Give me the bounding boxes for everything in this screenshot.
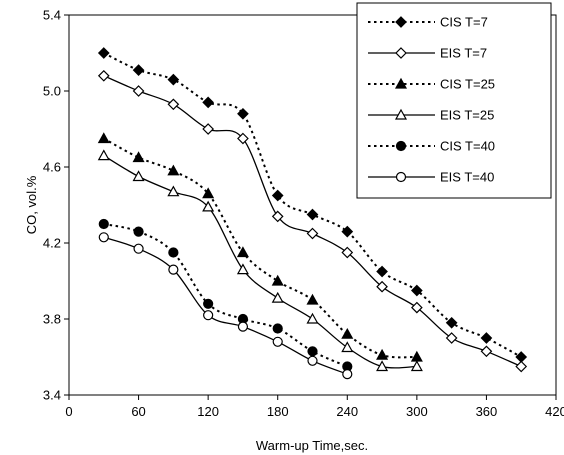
data-point-5 xyxy=(272,336,283,347)
data-point-4 xyxy=(133,226,144,237)
legend-label: EIS T=40 xyxy=(440,170,494,185)
legend-swatch-marker xyxy=(394,108,408,120)
data-point-3 xyxy=(410,360,423,372)
data-point-0 xyxy=(411,284,423,297)
legend-label: EIS T=25 xyxy=(440,108,494,123)
data-point-0 xyxy=(515,351,528,363)
data-point-1 xyxy=(271,210,284,223)
data-point-1 xyxy=(167,98,180,111)
data-point-2 xyxy=(376,348,389,360)
legend-swatch-marker xyxy=(395,47,407,59)
data-point-0 xyxy=(167,73,180,86)
data-point-2 xyxy=(167,164,180,176)
data-point-0 xyxy=(445,316,458,329)
data-point-5 xyxy=(307,355,318,366)
legend-label: CIS T=25 xyxy=(440,77,495,92)
data-point-0 xyxy=(480,332,493,344)
data-point-0 xyxy=(271,189,284,202)
data-point-0 xyxy=(202,96,214,109)
data-point-3 xyxy=(376,360,389,372)
x-tick-label: 0 xyxy=(65,404,72,419)
plot-area-frame xyxy=(68,14,557,396)
data-point-2 xyxy=(341,327,354,339)
data-point-2 xyxy=(97,132,110,144)
x-tick-label: 240 xyxy=(336,404,358,419)
data-point-5 xyxy=(98,232,109,243)
y-tick-label: 5.0 xyxy=(43,84,61,99)
y-tick-label: 3.8 xyxy=(43,312,61,327)
data-point-4 xyxy=(98,218,109,230)
data-point-5 xyxy=(168,264,179,275)
data-point-1 xyxy=(97,69,110,82)
legend-frame xyxy=(356,2,552,199)
data-point-2 xyxy=(132,151,145,163)
x-axis-title: Warm-up Time,sec. xyxy=(256,438,368,453)
data-point-1 xyxy=(237,132,249,145)
data-point-4 xyxy=(272,323,283,334)
data-point-0 xyxy=(376,265,388,278)
y-tick-label: 3.4 xyxy=(43,388,61,403)
data-point-5 xyxy=(237,321,249,332)
legend-label: CIS T=7 xyxy=(440,15,488,30)
data-point-1 xyxy=(341,246,354,259)
y-tick-label: 5.4 xyxy=(43,8,61,23)
data-point-3 xyxy=(341,341,354,353)
data-point-3 xyxy=(271,291,284,303)
legend-label: CIS T=40 xyxy=(440,139,495,154)
y-tick-label: 4.2 xyxy=(43,236,61,251)
data-point-4 xyxy=(307,346,318,357)
data-point-2 xyxy=(306,293,319,305)
x-tick-label: 120 xyxy=(197,404,219,419)
data-point-4 xyxy=(203,298,214,309)
data-point-2 xyxy=(410,350,423,362)
data-point-1 xyxy=(411,301,423,314)
legend-swatch-marker xyxy=(394,77,408,89)
data-point-0 xyxy=(237,107,249,120)
legend: CIS T=7 EIS T=7 CIS T=25 EIS T=25 CIS T=40 EI… xyxy=(356,2,552,199)
series-line-3 xyxy=(103,155,417,369)
data-point-3 xyxy=(202,200,215,212)
data-point-5 xyxy=(342,369,353,380)
data-point-3 xyxy=(306,312,319,324)
data-point-3 xyxy=(236,263,249,275)
x-tick-label: 300 xyxy=(406,404,428,419)
data-point-1 xyxy=(515,360,528,373)
data-point-4 xyxy=(168,247,179,258)
data-point-2 xyxy=(236,246,249,258)
data-point-3 xyxy=(167,185,180,197)
data-point-3 xyxy=(132,170,145,182)
y-axis-title: CO, vol.% xyxy=(24,175,39,234)
y-tick-label: 4.6 xyxy=(43,160,61,175)
data-point-5 xyxy=(203,310,214,321)
legend-swatch-marker xyxy=(395,140,407,152)
data-point-1 xyxy=(445,332,458,344)
data-point-1 xyxy=(480,345,493,358)
data-point-0 xyxy=(132,64,145,76)
data-point-0 xyxy=(97,47,110,59)
x-tick-label: 180 xyxy=(267,404,289,419)
data-point-5 xyxy=(133,243,144,254)
data-point-3 xyxy=(97,149,110,161)
x-tick-label: 60 xyxy=(131,404,145,419)
data-point-1 xyxy=(132,85,145,97)
data-point-2 xyxy=(271,274,284,286)
data-point-2 xyxy=(202,187,215,199)
data-point-1 xyxy=(306,227,319,240)
legend-swatch-marker xyxy=(395,171,407,183)
series-layer xyxy=(97,47,528,380)
data-point-1 xyxy=(376,280,388,293)
x-tick-label: 420 xyxy=(545,404,564,419)
y-axis-ticks: 3.4 3.8 4.2 4.6 5.0 5.4 xyxy=(43,8,69,403)
legend-label: EIS T=7 xyxy=(440,46,487,61)
legend-swatch-marker xyxy=(395,16,407,28)
x-tick-label: 360 xyxy=(476,404,498,419)
data-point-0 xyxy=(306,208,319,221)
x-axis-ticks: 0 60 120 180 240 300 360 420 xyxy=(65,395,564,419)
data-point-0 xyxy=(341,225,354,238)
data-point-1 xyxy=(202,123,214,135)
